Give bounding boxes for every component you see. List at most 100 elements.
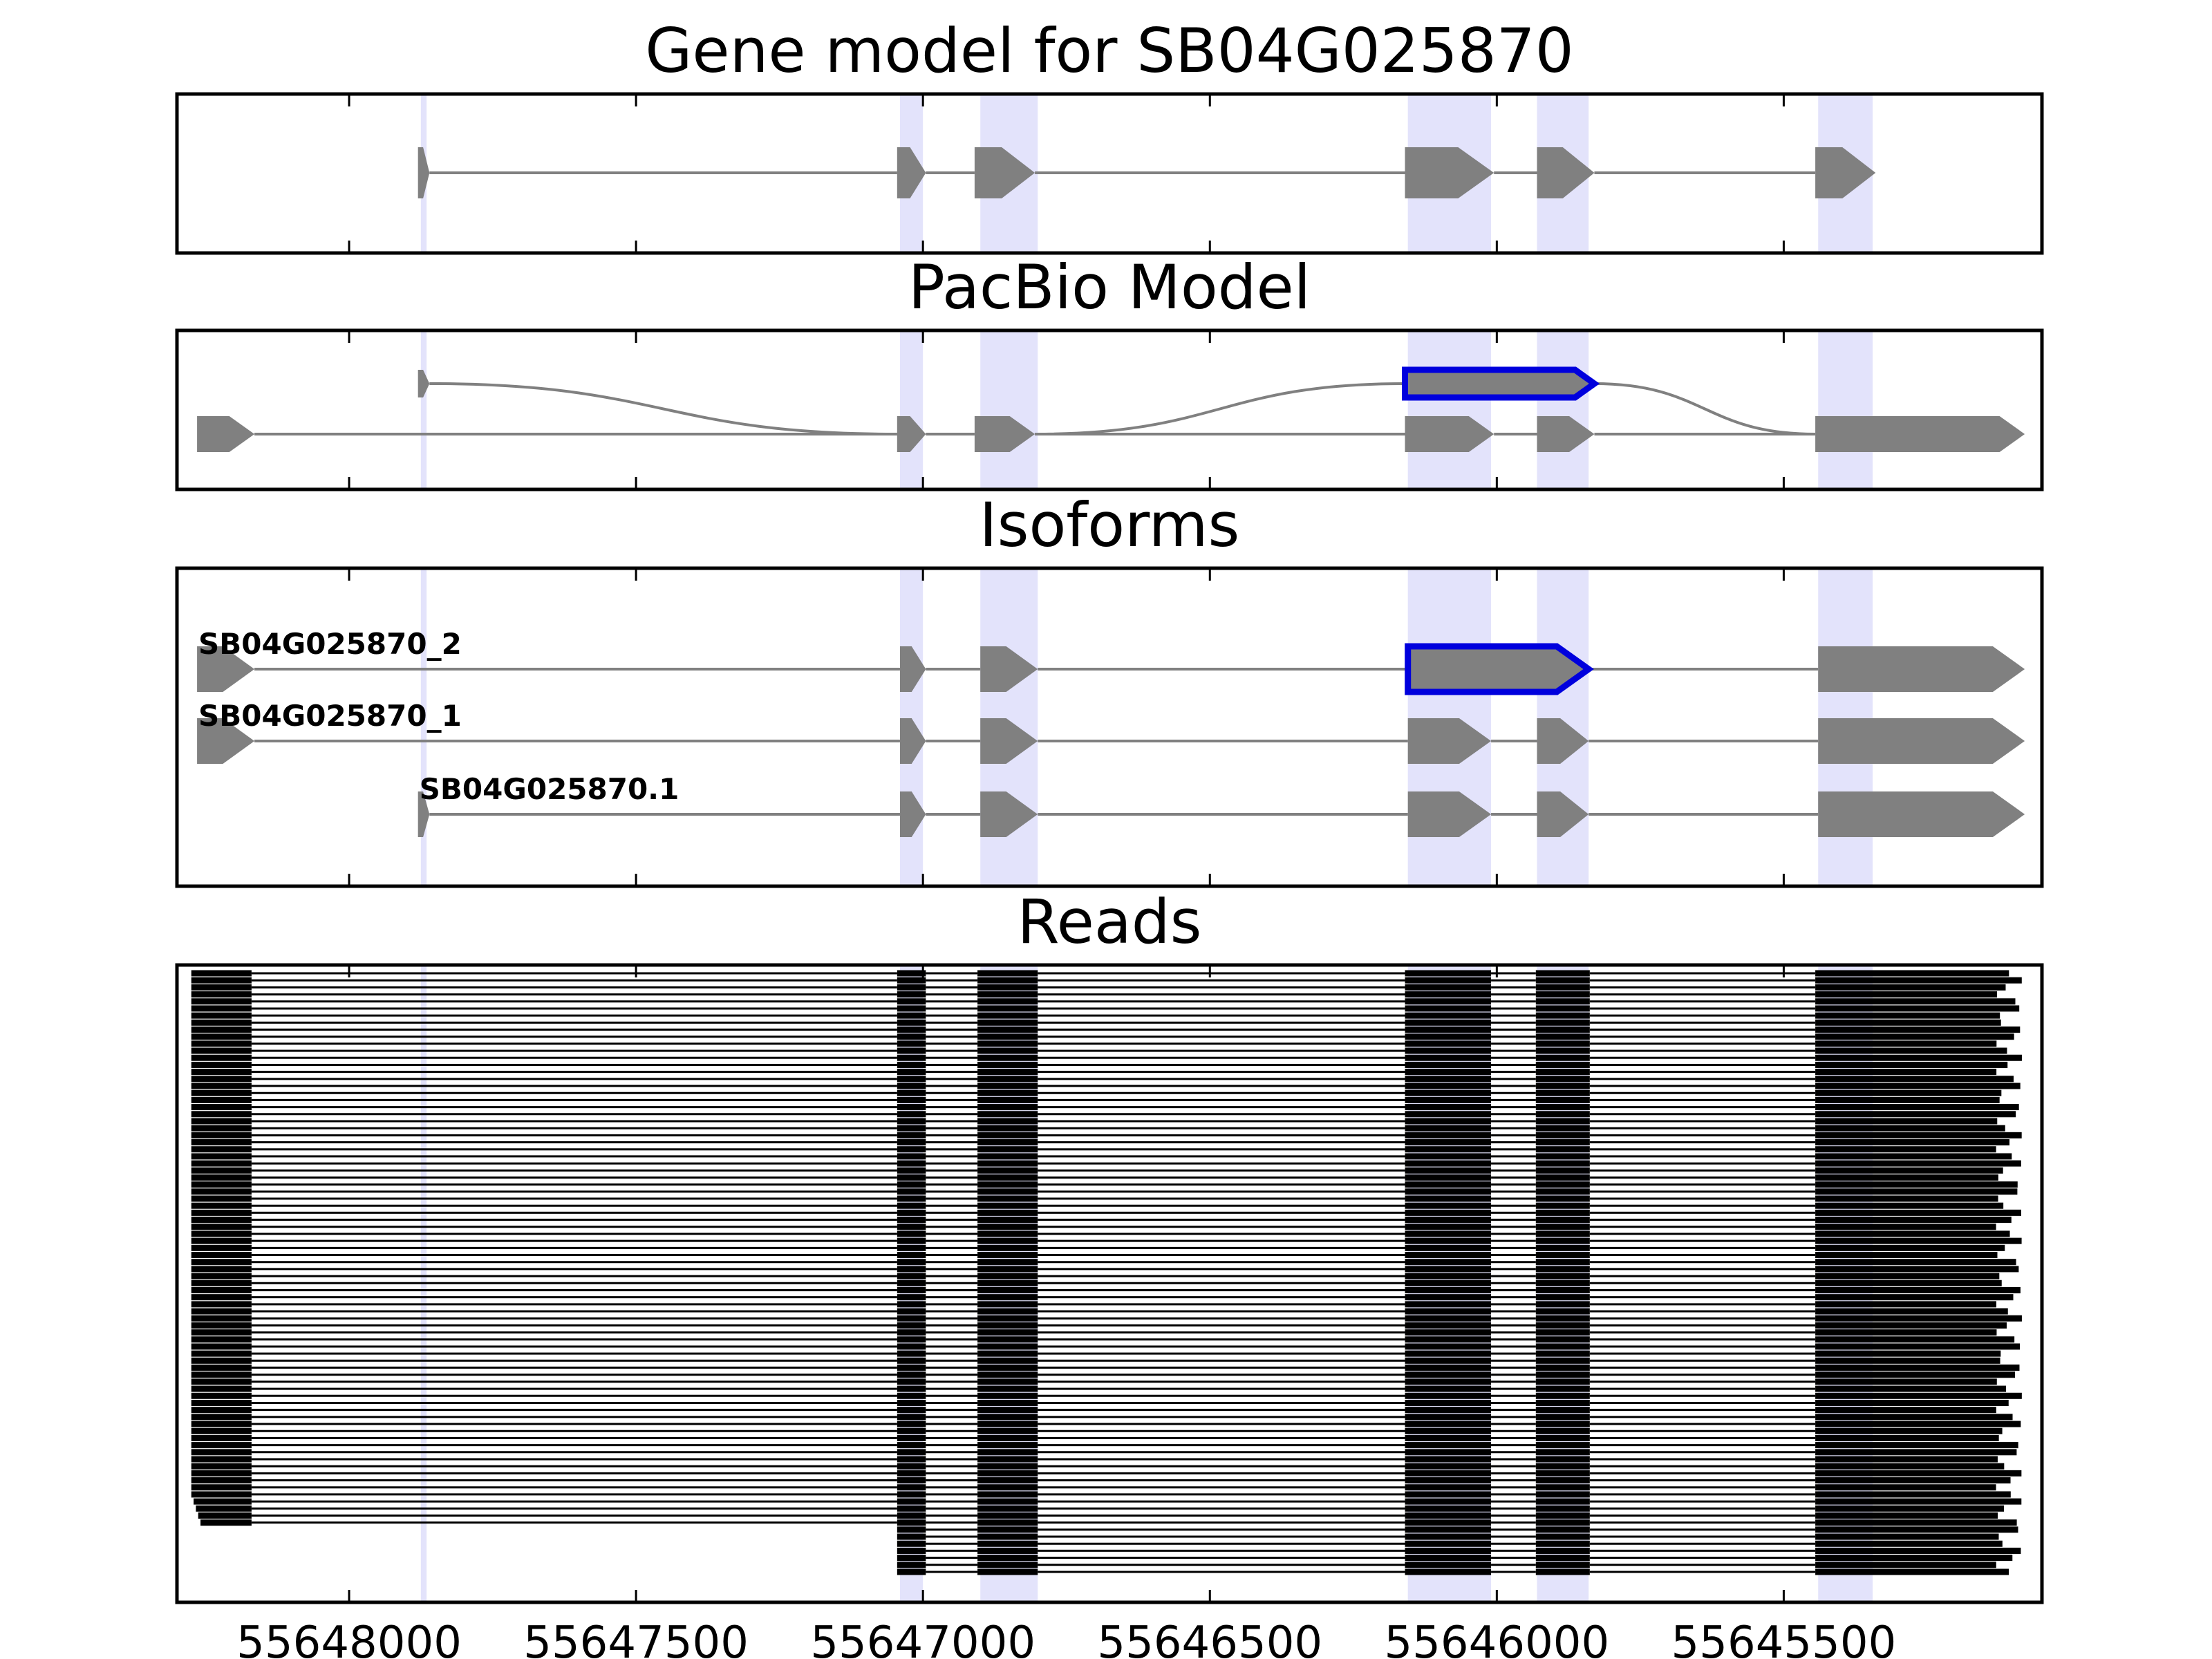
exon-block xyxy=(418,791,430,837)
read-row xyxy=(191,1357,2000,1364)
read-exon xyxy=(191,1336,252,1343)
read-exon xyxy=(1815,1470,2022,1477)
read-exon xyxy=(1535,1512,1590,1519)
exon-block xyxy=(197,416,255,452)
read-exon xyxy=(1535,1230,1590,1237)
read-exon xyxy=(1535,1111,1590,1118)
chart-content-layer xyxy=(191,147,2025,1575)
read-exon xyxy=(1815,1181,2018,1188)
read-exon xyxy=(977,1266,1038,1273)
read-exon xyxy=(191,1118,252,1125)
read-exon xyxy=(897,1259,926,1266)
read-row xyxy=(196,1505,2005,1512)
read-exon xyxy=(897,1012,926,1019)
read-exon xyxy=(191,1040,252,1047)
read-exon xyxy=(897,1104,926,1111)
read-row xyxy=(191,1224,1996,1230)
read-exon xyxy=(897,1329,926,1336)
read-row xyxy=(191,1230,2010,1237)
read-exon xyxy=(1405,1533,1492,1540)
read-exon xyxy=(1815,1399,2009,1406)
read-row xyxy=(191,1273,2000,1280)
read-row xyxy=(191,1217,2012,1224)
read-exon xyxy=(1535,1252,1590,1259)
read-exon xyxy=(897,1160,926,1167)
read-exon xyxy=(977,1174,1038,1181)
read-row xyxy=(191,1427,2003,1434)
read-exon xyxy=(1405,1555,1492,1562)
read-exon xyxy=(977,1399,1038,1406)
read-exon xyxy=(1535,1427,1590,1434)
read-exon xyxy=(897,1273,926,1280)
read-exon xyxy=(897,1181,926,1188)
read-exon xyxy=(1815,1322,2007,1329)
exon-block xyxy=(900,718,926,764)
read-exon xyxy=(1535,1224,1590,1230)
read-exon xyxy=(1405,1054,1492,1061)
panel-frame xyxy=(175,963,2044,1604)
read-exon xyxy=(897,1568,926,1575)
read-exon xyxy=(1405,1385,1492,1392)
read-exon xyxy=(977,1132,1038,1138)
read-exon xyxy=(1535,1343,1590,1350)
read-exon xyxy=(191,1329,252,1336)
read-exon xyxy=(1535,1336,1590,1343)
read-exon xyxy=(1815,1378,1997,1385)
read-exon xyxy=(1815,1540,2003,1547)
exon-block xyxy=(418,147,430,198)
read-exon xyxy=(1405,1167,1492,1174)
read-exon xyxy=(977,1365,1038,1371)
read-exon xyxy=(191,1096,252,1103)
read-exon xyxy=(897,1498,926,1505)
read-exon xyxy=(897,1027,926,1033)
read-row xyxy=(191,1336,2015,1343)
read-exon xyxy=(191,1308,252,1315)
read-exon xyxy=(897,1082,926,1089)
read-exon xyxy=(1535,1069,1590,1076)
read-exon xyxy=(1405,977,1492,984)
exon-block xyxy=(980,791,1038,837)
read-exon xyxy=(977,1385,1038,1392)
read-row xyxy=(191,1456,1998,1463)
read-row xyxy=(191,1421,2021,1427)
read-exon xyxy=(1405,1512,1492,1519)
read-exon xyxy=(1535,1547,1590,1554)
read-exon xyxy=(1815,1308,2008,1315)
read-exon xyxy=(1815,1089,2002,1096)
read-exon xyxy=(1815,1336,2015,1343)
read-exon xyxy=(977,1456,1038,1463)
read-row xyxy=(191,1027,2021,1033)
read-row xyxy=(191,984,2006,991)
read-exon xyxy=(897,1132,926,1138)
read-exon xyxy=(977,1209,1038,1216)
read-row xyxy=(191,1096,2000,1103)
read-exon xyxy=(1405,1568,1492,1575)
read-exon xyxy=(1535,1217,1590,1224)
read-exon xyxy=(1535,1153,1590,1160)
read-exon xyxy=(977,1195,1038,1202)
read-exon xyxy=(897,1153,926,1160)
highlight-region xyxy=(899,330,924,489)
read-exon xyxy=(1815,1357,2000,1364)
read-exon xyxy=(977,1027,1038,1033)
read-exon xyxy=(977,1273,1038,1280)
read-exon xyxy=(897,1315,926,1322)
read-exon xyxy=(1405,1378,1492,1385)
read-exon xyxy=(897,1224,926,1230)
read-exon xyxy=(897,1322,926,1329)
read-exon xyxy=(977,1547,1038,1554)
read-row xyxy=(191,1252,1998,1259)
read-exon xyxy=(1535,1054,1590,1061)
read-exon xyxy=(977,1118,1038,1125)
read-exon xyxy=(191,1069,252,1076)
read-exon xyxy=(191,1244,252,1251)
read-row xyxy=(191,1195,1998,1202)
read-exon xyxy=(1815,1519,2017,1526)
read-exon xyxy=(191,1266,252,1273)
read-exon xyxy=(1405,1181,1492,1188)
read-exon xyxy=(1405,1315,1492,1322)
read-exon xyxy=(1405,1442,1492,1449)
read-row xyxy=(191,1470,2022,1477)
read-row xyxy=(191,1160,2021,1167)
read-exon xyxy=(1405,1414,1492,1421)
